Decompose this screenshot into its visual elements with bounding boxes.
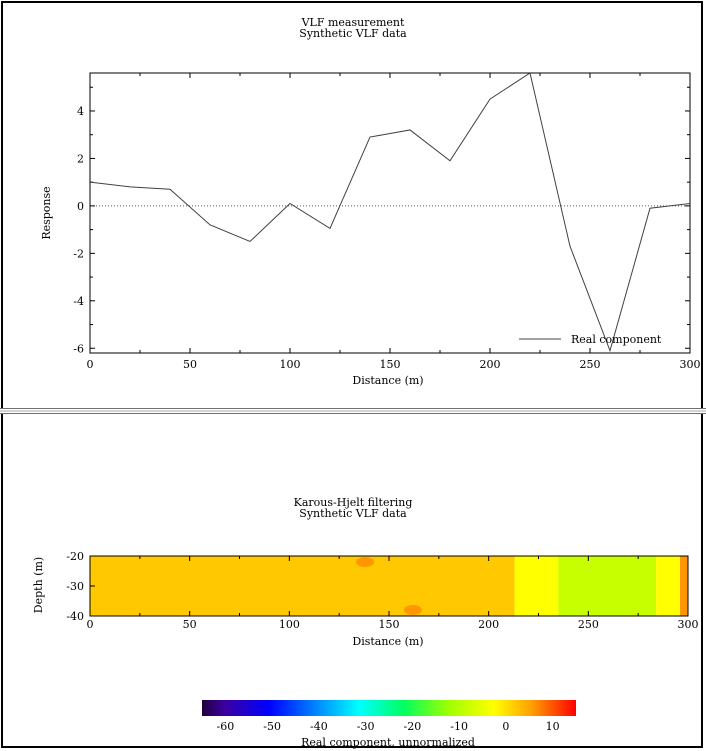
y-tick-label: -20	[66, 550, 84, 563]
x-tick-label: 150	[379, 618, 400, 631]
y-tick-label: -4	[73, 295, 84, 308]
colorbar-tick-label: -30	[357, 720, 375, 733]
y-tick-label: 2	[77, 152, 84, 165]
chart2-ticks: 0 50 100 150 200 250 300 -20 -30 -40	[66, 550, 698, 631]
chart2-xlabel: Distance (m)	[352, 635, 423, 648]
colorbar-ticks: -60 -50 -40 -30 -20 -10 0 10	[217, 720, 560, 733]
x-tick-label: 50	[183, 618, 197, 631]
chart2-subtitle: Synthetic VLF data	[299, 507, 407, 520]
heatmap-patch	[356, 557, 375, 567]
heatmap-region	[514, 556, 559, 616]
colorbar-tick-label: -10	[450, 720, 468, 733]
legend-label: Real component	[571, 333, 662, 346]
y-tick-label: 0	[77, 200, 84, 213]
y-tick-label: -6	[73, 342, 84, 355]
x-tick-label: 300	[680, 358, 701, 371]
chart1-subtitle: Synthetic VLF data	[299, 27, 407, 40]
x-tick-label: 0	[87, 358, 94, 371]
colorbar-tick-label: 10	[546, 720, 560, 733]
x-tick-label: 100	[279, 618, 300, 631]
real-component-line	[90, 73, 690, 353]
y-tick-label: 4	[77, 105, 84, 118]
y-tick-label: -2	[73, 247, 84, 260]
y-tick-label: -30	[66, 580, 84, 593]
chart1-ticks: 0 50 100 150 200 250 300 -6 -4 -2 0 2 4	[73, 73, 701, 371]
colorbar-tick-label: -20	[404, 720, 422, 733]
heatmap-region	[656, 556, 681, 616]
chart2-title: Karous-Hjelt filtering	[293, 496, 413, 509]
line-chart: 0 50 100 150 200 250 300 -6 -4 -2 0 2 4 Real compone…	[40, 72, 701, 387]
colorbar	[202, 700, 576, 716]
x-tick-label: 300	[678, 618, 699, 631]
x-tick-label: 250	[578, 618, 599, 631]
x-tick-label: 200	[480, 358, 501, 371]
heatmap-region	[680, 556, 688, 616]
y-tick-label: -40	[66, 610, 84, 623]
chart1-xlabel: Distance (m)	[352, 374, 423, 387]
heatmap-region	[90, 556, 515, 616]
pane-splitter[interactable]	[0, 408, 706, 414]
x-tick-label: 150	[380, 358, 401, 371]
x-tick-label: 100	[280, 358, 301, 371]
chart1-title: VLF measurement	[301, 16, 405, 29]
colorbar-tick-label: -60	[217, 720, 235, 733]
colorbar-tick-label: -40	[310, 720, 328, 733]
x-tick-label: 200	[478, 618, 499, 631]
colorbar-tick-label: -50	[263, 720, 281, 733]
heatmap-regions	[90, 556, 688, 616]
heatmap-region	[558, 556, 657, 616]
colorbar-label: Real component, unnormalized	[301, 736, 475, 749]
x-tick-label: 0	[87, 618, 94, 631]
x-tick-label: 50	[183, 358, 197, 371]
colorbar-tick-label: 0	[502, 720, 509, 733]
heatmap-patch	[403, 605, 422, 615]
chart1-ylabel: Response	[40, 186, 53, 239]
chart2-ylabel: Depth (m)	[32, 557, 45, 613]
chart1-legend: Real component	[519, 333, 662, 346]
x-tick-label: 250	[580, 358, 601, 371]
